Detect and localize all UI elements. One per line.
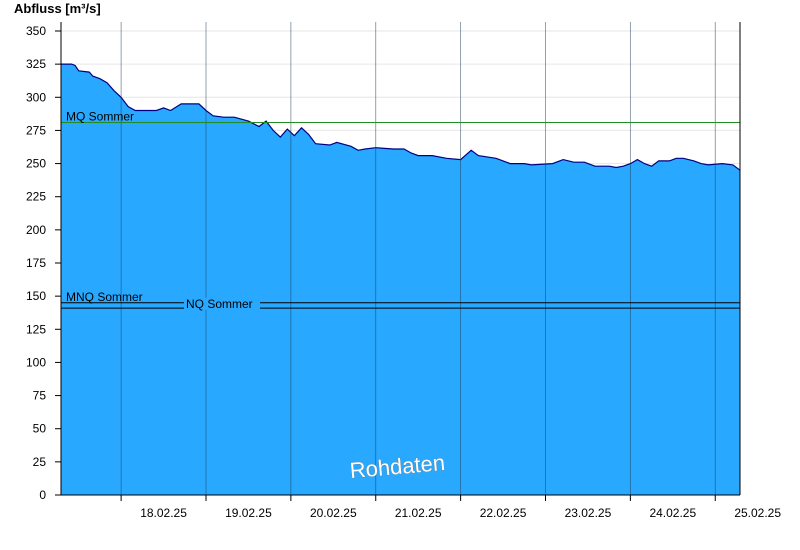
x-tick-label-5: 23.02.25 [565, 506, 612, 520]
ref-label-1: MNQ Sommer [66, 290, 143, 304]
x-tick-label-1: 19.02.25 [225, 506, 272, 520]
ref-label-2: NQ Sommer [186, 297, 253, 311]
y-tick-label-0: 0 [39, 488, 46, 502]
y-tick-label-350: 350 [26, 24, 46, 38]
y-ticks: 0 25 50 75 100 125 150 175 200 225 250 275 300 325 350 [26, 24, 61, 502]
series-area-0 [61, 64, 740, 495]
y-tick-label-125: 125 [26, 322, 46, 336]
y-tick-label-75: 75 [33, 389, 47, 403]
x-tick-label-4: 22.02.25 [480, 506, 527, 520]
ref-label-bg-2 [184, 297, 260, 310]
y-tick-label-100: 100 [26, 355, 46, 369]
y-tick-label-250: 250 [26, 157, 46, 171]
y-tick-label-175: 175 [26, 256, 46, 270]
x-tick-label-6: 24.02.25 [649, 506, 696, 520]
y-tick-label-50: 50 [33, 422, 47, 436]
y-tick-label-150: 150 [26, 289, 46, 303]
y-tick-label-25: 25 [33, 455, 47, 469]
x-tick-label-2: 20.02.25 [310, 506, 357, 520]
data-area [61, 63, 741, 495]
x-ticks: 18.02.25 19.02.25 20.02.25 21.02.25 22.02.25… [120, 495, 781, 520]
y-axis-label: Abfluss [m³/s] [14, 1, 101, 16]
day-lines [120, 22, 716, 495]
ref-label-0: MQ Sommer [66, 109, 134, 123]
y-tick-label-300: 300 [26, 90, 46, 104]
y-tick-label-225: 225 [26, 190, 46, 204]
x-tick-label-0: 18.02.25 [140, 506, 187, 520]
y-tick-label-200: 200 [26, 223, 46, 237]
axes [60, 22, 741, 496]
x-tick-label-7: 25.02.25 [734, 506, 781, 520]
reference-lines: MQ Sommer MNQ Sommer NQ Sommer [61, 109, 740, 311]
y-tick-label-275: 275 [26, 123, 46, 137]
x-tick-label-3: 21.02.25 [395, 506, 442, 520]
y-tick-label-325: 325 [26, 57, 46, 71]
